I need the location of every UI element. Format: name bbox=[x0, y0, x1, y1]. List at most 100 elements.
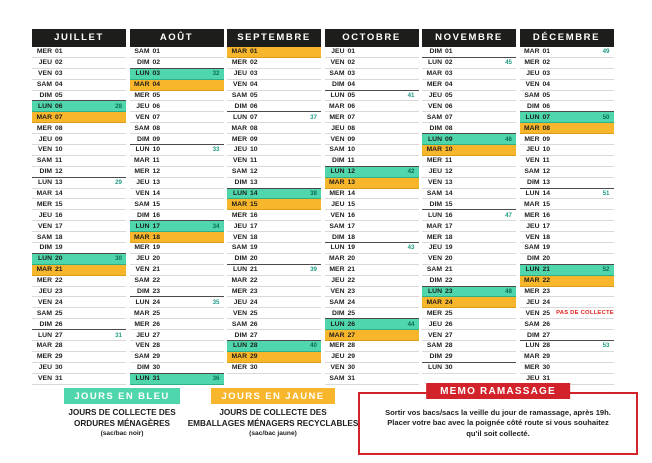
day-row: JEU 23 bbox=[32, 286, 126, 298]
day-row: DIM 13 bbox=[519, 177, 614, 189]
day-row: LUN 12 42 bbox=[324, 166, 419, 178]
day-row: MER 18 bbox=[422, 232, 516, 244]
week-number: 48 bbox=[505, 288, 512, 296]
day-row: MER 21 bbox=[324, 264, 419, 276]
week-number: 40 bbox=[310, 342, 317, 350]
day-row: LUN 13 29 bbox=[32, 177, 126, 189]
month-column-décembre: DÉCEMBRE MAR 01 49 MER 02 JEU 03 VEN 04 SAM 05 DIM 06… bbox=[519, 29, 614, 385]
day-label: JEU 09 bbox=[38, 135, 63, 143]
day-label: MER 14 bbox=[329, 190, 356, 198]
day-row: VEN 09 bbox=[324, 134, 419, 146]
day-label: JEU 08 bbox=[331, 124, 356, 132]
month-column-septembre: SEPTEMBRE MAR 01 MER 02 JEU 03 VEN 04 SAM 05 DIM 06 L… bbox=[227, 29, 321, 385]
day-row: SAM 31 bbox=[324, 373, 419, 385]
day-label: SAM 04 bbox=[36, 81, 63, 89]
day-label: SAM 11 bbox=[36, 157, 63, 165]
day-label: LUN 13 bbox=[38, 179, 63, 187]
day-label: JEU 27 bbox=[136, 331, 161, 339]
day-row: MER 14 bbox=[324, 188, 419, 200]
day-row: DIM 12 bbox=[32, 166, 126, 178]
day-label: MER 30 bbox=[524, 364, 551, 372]
day-label: SAM 15 bbox=[134, 200, 161, 208]
day-row: DIM 06 bbox=[227, 101, 321, 113]
day-row: DIM 06 bbox=[519, 101, 614, 113]
day-label: VEN 11 bbox=[233, 157, 258, 165]
day-row: MAR 29 bbox=[227, 351, 321, 363]
day-row: MAR 03 bbox=[422, 68, 516, 80]
month-header: OCTOBRE bbox=[324, 29, 419, 47]
day-label: LUN 07 bbox=[233, 113, 258, 121]
week-number: 32 bbox=[212, 70, 220, 78]
day-label: DIM 01 bbox=[429, 48, 453, 56]
day-label: MER 28 bbox=[329, 342, 356, 350]
day-row: JEU 22 bbox=[324, 275, 419, 287]
day-label: DIM 13 bbox=[234, 179, 258, 187]
day-row: SAM 24 bbox=[324, 297, 419, 309]
day-label: LUN 23 bbox=[428, 288, 453, 296]
day-row: SAM 17 bbox=[324, 221, 419, 233]
day-row: JEU 17 bbox=[519, 221, 614, 233]
day-row: MAR 15 bbox=[227, 199, 321, 211]
day-row: SAM 14 bbox=[422, 188, 516, 200]
day-label: JEU 24 bbox=[526, 298, 551, 306]
day-row: MAR 21 bbox=[32, 264, 126, 276]
day-row: MER 09 bbox=[519, 134, 614, 146]
day-label: VEN 02 bbox=[330, 59, 356, 67]
day-row: MER 30 bbox=[227, 362, 321, 374]
day-label: JEU 17 bbox=[233, 222, 258, 230]
day-row: VEN 25 bbox=[227, 308, 321, 320]
week-number: 28 bbox=[115, 102, 122, 110]
day-row: LUN 02 45 bbox=[422, 57, 516, 69]
no-collection-note: PAS DE COLLECTE bbox=[556, 310, 614, 317]
day-row: SAM 05 bbox=[227, 90, 321, 102]
week-number: 45 bbox=[505, 59, 512, 67]
day-label: SAM 26 bbox=[524, 320, 551, 328]
day-row: LUN 09 46 bbox=[422, 134, 516, 146]
day-row: JEU 20 bbox=[129, 253, 224, 265]
day-label: VEN 14 bbox=[135, 190, 161, 198]
month-header: JUILLET bbox=[32, 29, 126, 47]
day-label: SAM 17 bbox=[329, 222, 356, 230]
legend-blue-line2: ORDURES MÉNAGÈRES bbox=[74, 418, 170, 428]
day-label: MAR 07 bbox=[36, 113, 63, 121]
day-label: DIM 19 bbox=[39, 244, 63, 252]
day-row: JEU 09 bbox=[32, 134, 126, 146]
day-row: JEU 17 bbox=[227, 221, 321, 233]
day-label: VEN 24 bbox=[38, 298, 63, 306]
day-label: SAM 10 bbox=[329, 146, 356, 154]
day-label: SAM 24 bbox=[329, 298, 356, 306]
week-number: 51 bbox=[602, 190, 610, 198]
day-label: DIM 29 bbox=[429, 353, 453, 361]
week-number: 49 bbox=[602, 48, 610, 56]
day-label: DIM 11 bbox=[332, 157, 355, 165]
day-label: MER 02 bbox=[231, 59, 258, 67]
legend-yellow-line1: JOURS DE COLLECTE DES bbox=[219, 408, 327, 417]
day-row: DIM 20 bbox=[519, 253, 614, 265]
day-label: JEU 13 bbox=[136, 179, 161, 187]
day-row: SAM 12 bbox=[227, 166, 321, 178]
week-number: 30 bbox=[115, 255, 122, 263]
day-row: LUN 06 28 bbox=[32, 101, 126, 113]
day-label: SAM 19 bbox=[231, 244, 258, 252]
day-label: SAM 22 bbox=[134, 277, 161, 285]
day-row: SAM 28 bbox=[422, 341, 516, 352]
day-row: MER 07 bbox=[324, 112, 419, 124]
day-label: VEN 04 bbox=[233, 81, 258, 89]
day-row: SAM 15 bbox=[129, 199, 224, 211]
day-label: VEN 18 bbox=[233, 233, 258, 241]
day-row: VEN 17 bbox=[32, 221, 126, 233]
day-row: VEN 10 bbox=[32, 145, 126, 156]
day-label: SAM 01 bbox=[134, 48, 161, 56]
day-label: VEN 21 bbox=[135, 266, 161, 274]
day-label: VEN 16 bbox=[330, 211, 356, 219]
day-label: SAM 31 bbox=[329, 375, 356, 383]
day-label: MER 09 bbox=[524, 135, 551, 143]
day-row: VEN 04 bbox=[227, 79, 321, 91]
day-label: VEN 07 bbox=[135, 113, 161, 121]
day-label: MAR 28 bbox=[36, 342, 63, 350]
day-label: JEU 22 bbox=[331, 277, 356, 285]
day-label: VEN 04 bbox=[525, 81, 551, 89]
day-row: MER 05 bbox=[129, 90, 224, 102]
day-row: VEN 28 bbox=[129, 341, 224, 352]
day-label: VEN 11 bbox=[525, 157, 550, 165]
